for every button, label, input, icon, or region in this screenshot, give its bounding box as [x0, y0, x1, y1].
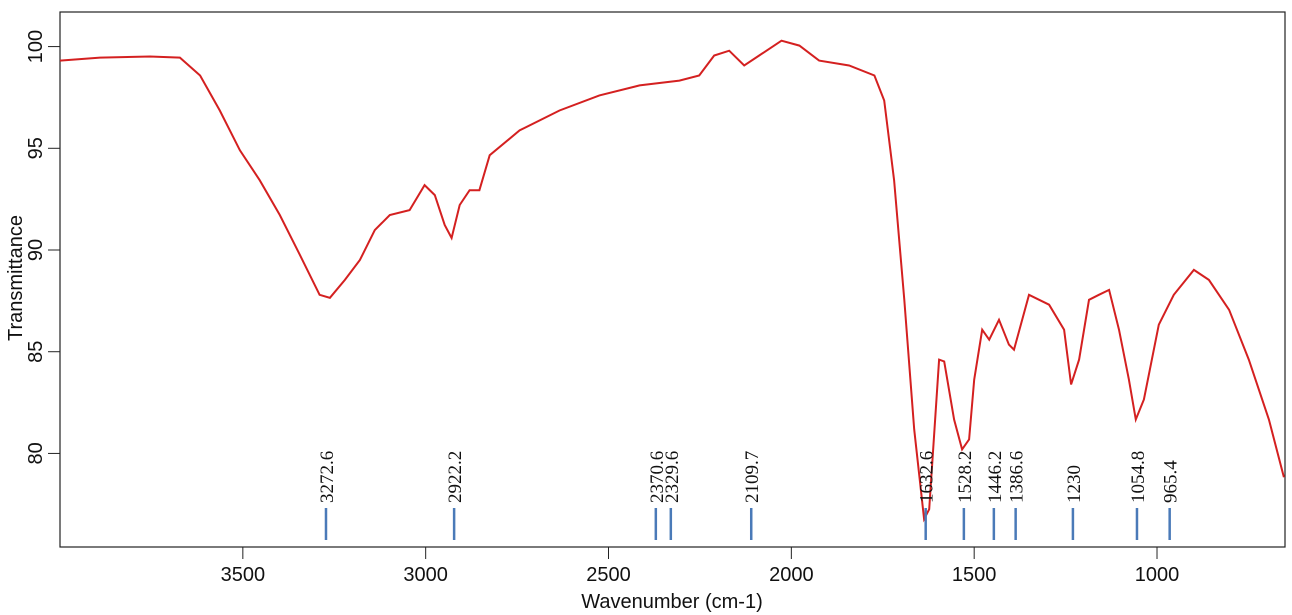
x-axis-label: Wavenumber (cm-1)	[581, 591, 763, 613]
peak-label: 2329.6	[662, 451, 683, 503]
peak-label: 2922.2	[445, 451, 466, 503]
peak-label: 2370.6	[647, 451, 668, 503]
peak-label: 2109.7	[742, 451, 763, 503]
x-tick-label: 3500	[221, 564, 266, 586]
peak-label: 965.4	[1161, 460, 1182, 503]
peak-label: 1446.2	[985, 451, 1006, 503]
peak-label: 3272.6	[317, 451, 338, 503]
plot-frame	[59, 11, 1286, 548]
y-tick-label: 95	[25, 137, 47, 159]
spectrum-line	[59, 39, 1285, 523]
peak-label: 1230	[1064, 465, 1085, 503]
y-tick-label: 80	[25, 442, 47, 464]
y-tick-label: 90	[25, 239, 47, 261]
x-tick-label: 3000	[403, 564, 448, 586]
peak-label: 1528.2	[955, 451, 976, 503]
peak-label: 1054.8	[1128, 451, 1149, 503]
y-axis-label: Transmittance	[5, 215, 27, 341]
x-tick-label: 2500	[586, 564, 631, 586]
x-tick-label: 1500	[952, 564, 997, 586]
y-tick-label: 100	[25, 30, 47, 63]
peak-label: 1632.6	[917, 451, 938, 503]
peak-label: 1386.6	[1007, 451, 1028, 503]
y-tick-label: 85	[25, 341, 47, 363]
x-tick-label: 1000	[1135, 564, 1180, 586]
x-tick-label: 2000	[769, 564, 814, 586]
